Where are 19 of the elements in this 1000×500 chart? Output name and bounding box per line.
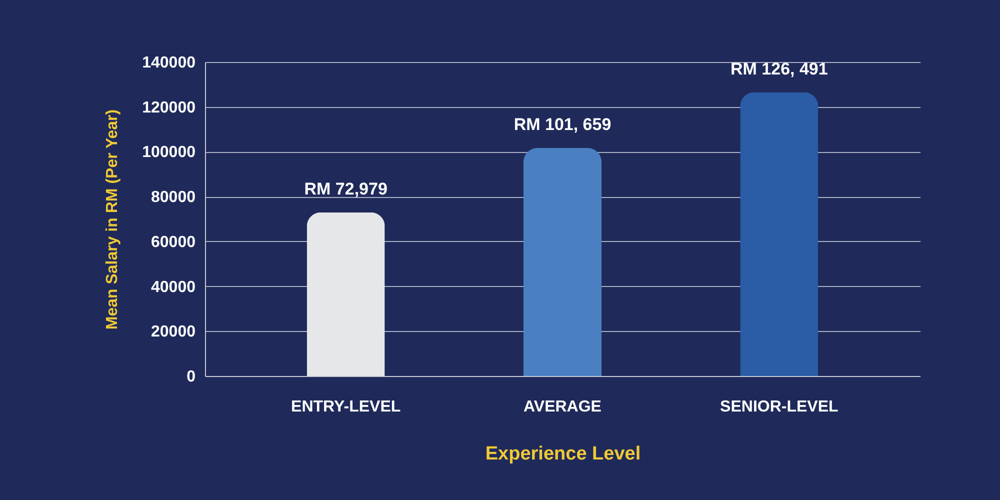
y-tick-label: 140000	[142, 54, 196, 72]
data-label: RM 72,979	[304, 179, 388, 198]
y-tick-label: 0	[186, 368, 196, 386]
bar	[740, 92, 818, 376]
bar	[306, 212, 385, 376]
x-tick-label: AVERAGE	[524, 398, 602, 416]
y-tick-label: 80000	[151, 189, 196, 206]
data-label: RM 126, 491	[730, 59, 828, 78]
x-tick-label: SENIOR-LEVEL	[720, 398, 839, 416]
y-tick-label: 40000	[151, 278, 196, 296]
y-axis-title: Mean Salary in RM (Per Year)	[104, 109, 122, 330]
y-tick-label: 20000	[151, 324, 196, 341]
x-axis-title: Experience Level	[485, 444, 641, 464]
x-tick-label: ENTRY-LEVEL	[291, 398, 401, 416]
y-tick-label: 120000	[142, 99, 196, 116]
data-label: RM 101, 659	[514, 114, 612, 134]
y-tick-label: 60000	[151, 234, 196, 251]
y-tick-label: 100000	[142, 144, 196, 162]
bar	[524, 148, 602, 376]
